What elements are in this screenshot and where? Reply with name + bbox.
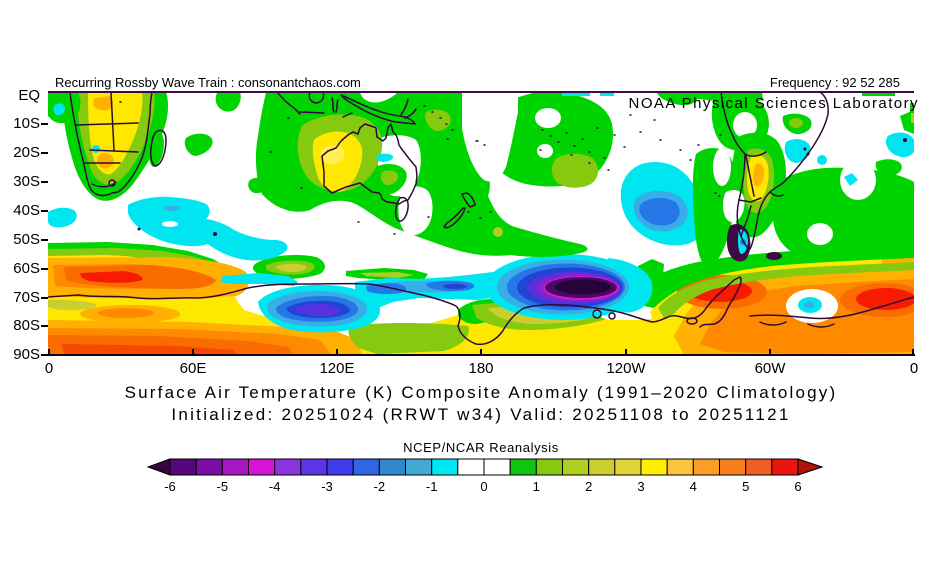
svg-text:4: 4	[690, 479, 697, 494]
svg-text:3: 3	[637, 479, 644, 494]
svg-text:-6: -6	[164, 479, 176, 494]
svg-text:-2: -2	[374, 479, 386, 494]
svg-text:2: 2	[585, 479, 592, 494]
svg-text:0: 0	[480, 479, 487, 494]
svg-text:-4: -4	[269, 479, 281, 494]
svg-text:5: 5	[742, 479, 749, 494]
svg-text:-1: -1	[426, 479, 438, 494]
svg-text:1: 1	[533, 479, 540, 494]
svg-text:6: 6	[794, 479, 801, 494]
svg-text:-3: -3	[321, 479, 333, 494]
svg-text:-5: -5	[217, 479, 229, 494]
